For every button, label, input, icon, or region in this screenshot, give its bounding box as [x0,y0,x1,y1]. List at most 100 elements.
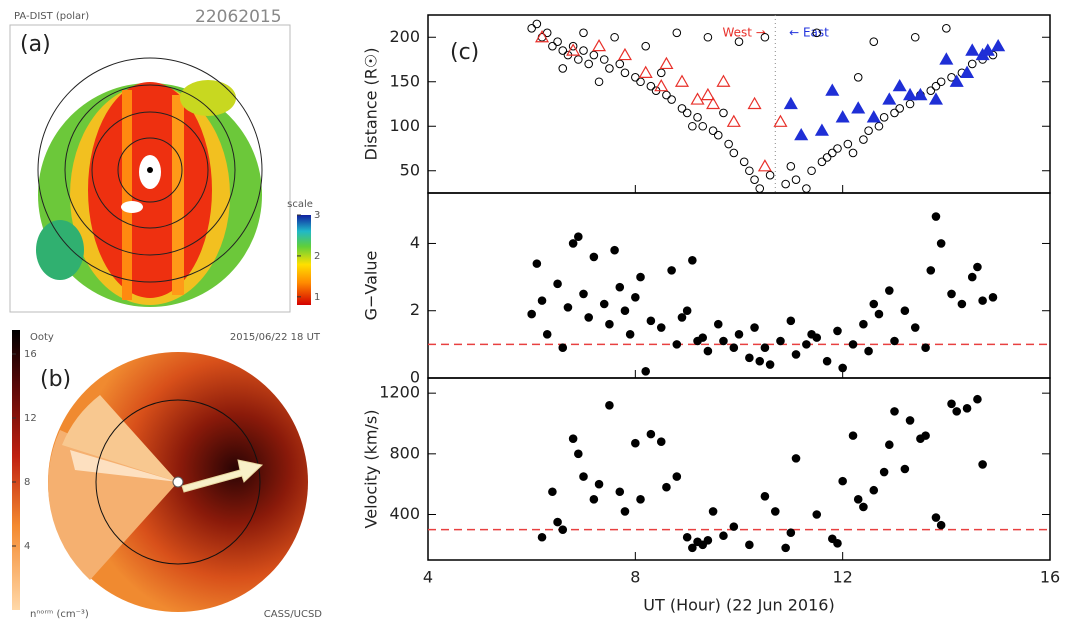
map-region [172,95,184,295]
data-point [724,139,733,149]
data-point [703,535,713,545]
data-point [625,329,635,339]
data-point [910,32,920,42]
data-point [978,296,987,305]
data-point [579,28,588,38]
colorbar-tick-label: 16 [24,349,37,360]
data-point [882,92,897,105]
data-point [807,166,816,176]
data-point [957,299,967,309]
panel-label: (b) [40,367,71,392]
data-point [641,41,651,51]
data-point [700,87,715,101]
data-point [594,479,604,489]
data-point [553,279,562,289]
data-point [833,144,842,153]
data-point [890,108,899,118]
data-point [988,292,998,302]
data-point [646,81,656,91]
colorbar-tick-label: 12 [24,413,37,424]
data-point [864,346,873,356]
data-point [615,282,625,292]
data-point [967,272,977,282]
plot-frame [427,377,1051,561]
data-point [848,340,858,349]
data-point [693,113,702,122]
data-point [745,540,754,550]
data-point [708,126,718,135]
data-point [734,37,744,47]
data-point [646,316,656,326]
data-point [822,356,832,366]
data-point [750,323,759,332]
data-point [719,336,728,346]
data-point [812,28,822,38]
gap [121,201,143,213]
data-point [791,454,801,463]
data-point [781,179,790,189]
data-point [563,303,573,312]
data-point [558,525,568,534]
data-point [605,401,614,410]
data-point [825,83,840,96]
rings [37,57,263,283]
data-point [667,266,676,275]
data-point [688,255,697,265]
data-point [527,24,536,33]
data-point [869,485,879,495]
annotation: ← East [789,25,829,39]
data-point [527,309,536,319]
data-point [874,309,884,319]
data-point [859,502,868,512]
data-point [802,184,811,193]
data-point [786,162,796,171]
map-region [180,80,236,116]
data-point [553,37,562,47]
x-tick-label: 16 [1040,568,1060,587]
data-point [879,467,889,477]
data-point [947,289,956,299]
data-point [605,319,614,329]
data-point [791,350,801,359]
panel-date: 22062015 [195,7,282,27]
data-point [532,259,542,268]
data-point [765,170,775,180]
time: 2015/06/22 18 UT [230,332,321,343]
data-point [910,323,920,332]
colorbar-tick-label: 8 [24,477,30,488]
data-point [890,407,899,416]
data-point [682,306,692,316]
x-tick-label: 4 [423,568,433,587]
data-point [656,68,666,78]
y-tick-label: 50 [400,160,420,179]
data-point [931,81,941,91]
data-point [776,336,785,346]
data-point [978,460,987,469]
data-point [967,59,977,69]
data-point [973,262,982,272]
data-point [532,19,542,29]
data-point [859,319,868,329]
data-point [667,95,676,104]
data-point [534,30,550,43]
data-point [605,64,614,73]
panel-label: (c) [450,40,479,65]
data-point [548,41,557,51]
data-point [703,346,713,356]
data-point [936,520,946,530]
data-point [991,38,1006,52]
y-axis-label: Distance (R☉) [362,48,381,161]
data-point [682,108,692,118]
data-point [833,326,842,336]
data-point [662,482,671,492]
data-point [558,343,568,353]
data-point [949,74,964,87]
data-point [905,416,915,425]
data-point [892,78,907,92]
data-point [864,126,873,135]
data-point [900,306,910,316]
data-point [936,239,946,248]
data-point [939,52,954,65]
data-point [568,239,578,248]
